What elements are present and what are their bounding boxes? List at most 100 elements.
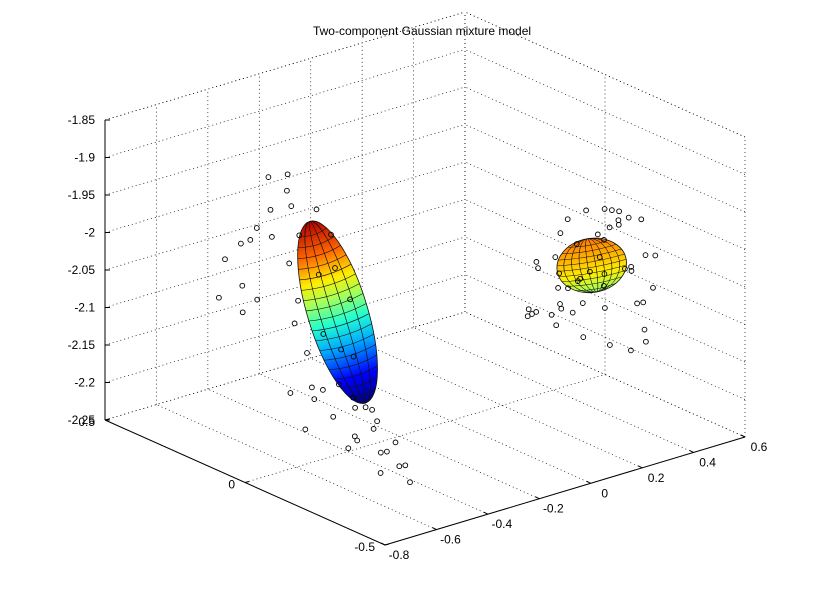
data-point-s1	[288, 203, 295, 209]
data-point-s1	[377, 470, 384, 476]
data-point-s1	[336, 381, 342, 388]
data-point-s2	[641, 326, 648, 333]
data-point-s2	[628, 268, 635, 274]
data-point-s2	[580, 334, 587, 340]
mesh-line	[340, 376, 378, 389]
x-tick-mark	[483, 511, 489, 515]
scatter-points	[216, 171, 659, 486]
mesh-line	[305, 293, 364, 312]
grid-line	[464, 124, 746, 250]
x-tick-mark	[637, 465, 643, 469]
data-point-s1	[254, 296, 261, 303]
mesh-line	[312, 313, 370, 332]
data-point-s2	[552, 254, 559, 260]
data-point-s2	[601, 271, 608, 277]
data-point-s2	[628, 263, 634, 270]
x-tick-label: -0.8	[389, 548, 410, 562]
axis-box	[104, 119, 746, 546]
data-point-s1	[291, 320, 298, 327]
data-point-s2	[555, 285, 561, 291]
data-point-s1	[351, 433, 358, 440]
z-tick-label: -1.9	[74, 151, 95, 165]
data-point-s2	[606, 224, 613, 231]
data-point-s1	[407, 479, 413, 486]
mesh-line	[558, 264, 627, 277]
y-tick-label: 0	[228, 478, 235, 492]
z-tick-label: -1.95	[68, 188, 96, 202]
mesh-line	[557, 259, 627, 272]
chart-title: Two-component Gaussian mixture model	[313, 24, 531, 38]
data-point-s2	[607, 342, 613, 348]
data-point-s1	[328, 231, 334, 238]
mesh-line	[563, 238, 620, 293]
data-point-s1	[384, 448, 390, 455]
data-point-s1	[370, 426, 377, 432]
y-tick-label: 0.5	[78, 415, 95, 429]
data-point-s2	[524, 313, 531, 320]
data-point-s1	[320, 387, 326, 393]
z-tick-label: -1.85	[68, 113, 96, 127]
data-point-s2	[652, 252, 659, 259]
data-point-s1	[284, 171, 291, 178]
data-point-s2	[594, 231, 601, 238]
mesh-line	[304, 220, 371, 404]
data-point-s1	[332, 265, 338, 271]
mesh-line	[308, 303, 367, 322]
data-point-s1	[374, 418, 380, 425]
mesh-line	[334, 365, 378, 380]
z-tick-label: -2.25	[68, 413, 96, 427]
data-point-s1	[216, 294, 222, 301]
grid-lines	[104, 11, 746, 546]
data-point-s1	[238, 240, 244, 247]
data-point-s1	[315, 271, 322, 278]
data-point-s2	[602, 305, 608, 311]
z-tick-label: -2.15	[68, 338, 96, 352]
grid-line	[464, 49, 746, 175]
data-point-s1	[330, 413, 337, 420]
gaussian-ellipsoids	[297, 220, 627, 404]
x-tick-mark	[535, 496, 540, 500]
data-point-s2	[579, 300, 586, 306]
data-point-s2	[533, 309, 540, 315]
x-tick-label: -0.2	[543, 502, 564, 516]
mesh-line	[567, 276, 622, 287]
data-point-s2	[596, 254, 603, 260]
mesh-line	[561, 244, 617, 255]
data-point-s1	[392, 439, 399, 446]
x-tick-label: 0.4	[699, 455, 716, 469]
data-point-s1	[269, 234, 275, 240]
tick-labels: -0.8 -0.6 -0.4 -0.2 0 0.2 0.4 0.6 -0.5 0 0.5 -1.85 -…	[68, 113, 768, 562]
data-point-s2	[558, 305, 565, 312]
grid-line	[259, 373, 540, 500]
x-tick-label: 0	[601, 486, 608, 500]
x-axis-line	[384, 436, 746, 546]
data-point-s2	[625, 214, 632, 221]
grid-line	[413, 327, 694, 453]
mesh-line	[324, 344, 376, 361]
ellipsoid-component-1	[297, 220, 378, 404]
data-point-s2	[574, 278, 581, 284]
x-tick-mark	[432, 527, 437, 531]
data-point-s2	[650, 284, 656, 291]
data-point-s1	[396, 463, 403, 470]
data-point-s1	[402, 462, 409, 469]
data-point-s2	[556, 270, 562, 277]
x-tick-label: -0.4	[492, 517, 513, 531]
data-point-s1	[347, 296, 353, 303]
mesh-line	[297, 245, 341, 259]
data-point-s2	[569, 309, 576, 316]
y-tick-mark	[384, 543, 390, 546]
data-point-s2	[557, 301, 563, 307]
data-point-s2	[628, 347, 634, 354]
data-point-s2	[616, 208, 622, 215]
mesh-line	[557, 253, 625, 267]
data-point-s1	[338, 346, 344, 353]
data-point-s2	[564, 216, 571, 223]
y-tick-label: -0.5	[354, 540, 375, 554]
data-point-s1	[345, 445, 352, 452]
y-tick-mark	[244, 481, 250, 483]
data-point-s2	[548, 311, 555, 318]
data-point-s1	[302, 426, 309, 433]
data-point-s2	[573, 241, 580, 247]
